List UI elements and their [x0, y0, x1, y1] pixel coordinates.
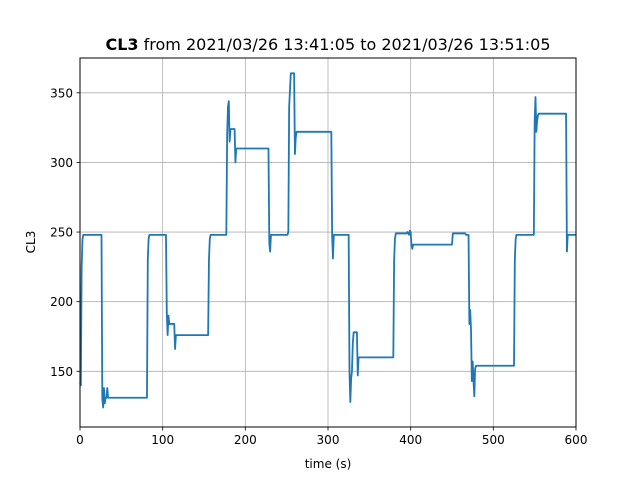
x-tick-label: 500	[482, 433, 505, 447]
x-axis-ticks: 0 100 200 300 400 500 600	[76, 427, 587, 447]
y-tick-label: 150	[50, 365, 73, 379]
y-axis-ticks: 150 200 250 300 350	[50, 86, 80, 379]
y-tick-label: 200	[50, 295, 73, 309]
y-axis-label: CL3	[24, 231, 38, 254]
x-tick-label: 600	[565, 433, 588, 447]
y-tick-label: 300	[50, 156, 73, 170]
x-tick-label: 200	[234, 433, 257, 447]
y-tick-label: 250	[50, 226, 73, 240]
x-tick-label: 400	[399, 433, 422, 447]
x-tick-label: 0	[76, 433, 84, 447]
y-tick-label: 350	[50, 86, 73, 100]
chart-title-bold: CL3	[105, 35, 138, 54]
x-tick-label: 300	[317, 433, 340, 447]
x-tick-label: 100	[151, 433, 174, 447]
chart-title: CL3 from 2021/03/26 13:41:05 to 2021/03/…	[105, 35, 550, 54]
x-axis-label: time (s)	[305, 457, 352, 471]
chart-title-rest: from 2021/03/26 13:41:05 to 2021/03/26 1…	[139, 35, 551, 54]
series-line	[79, 72, 576, 409]
plot-lines	[79, 72, 576, 409]
axes-frame	[79, 57, 577, 428]
